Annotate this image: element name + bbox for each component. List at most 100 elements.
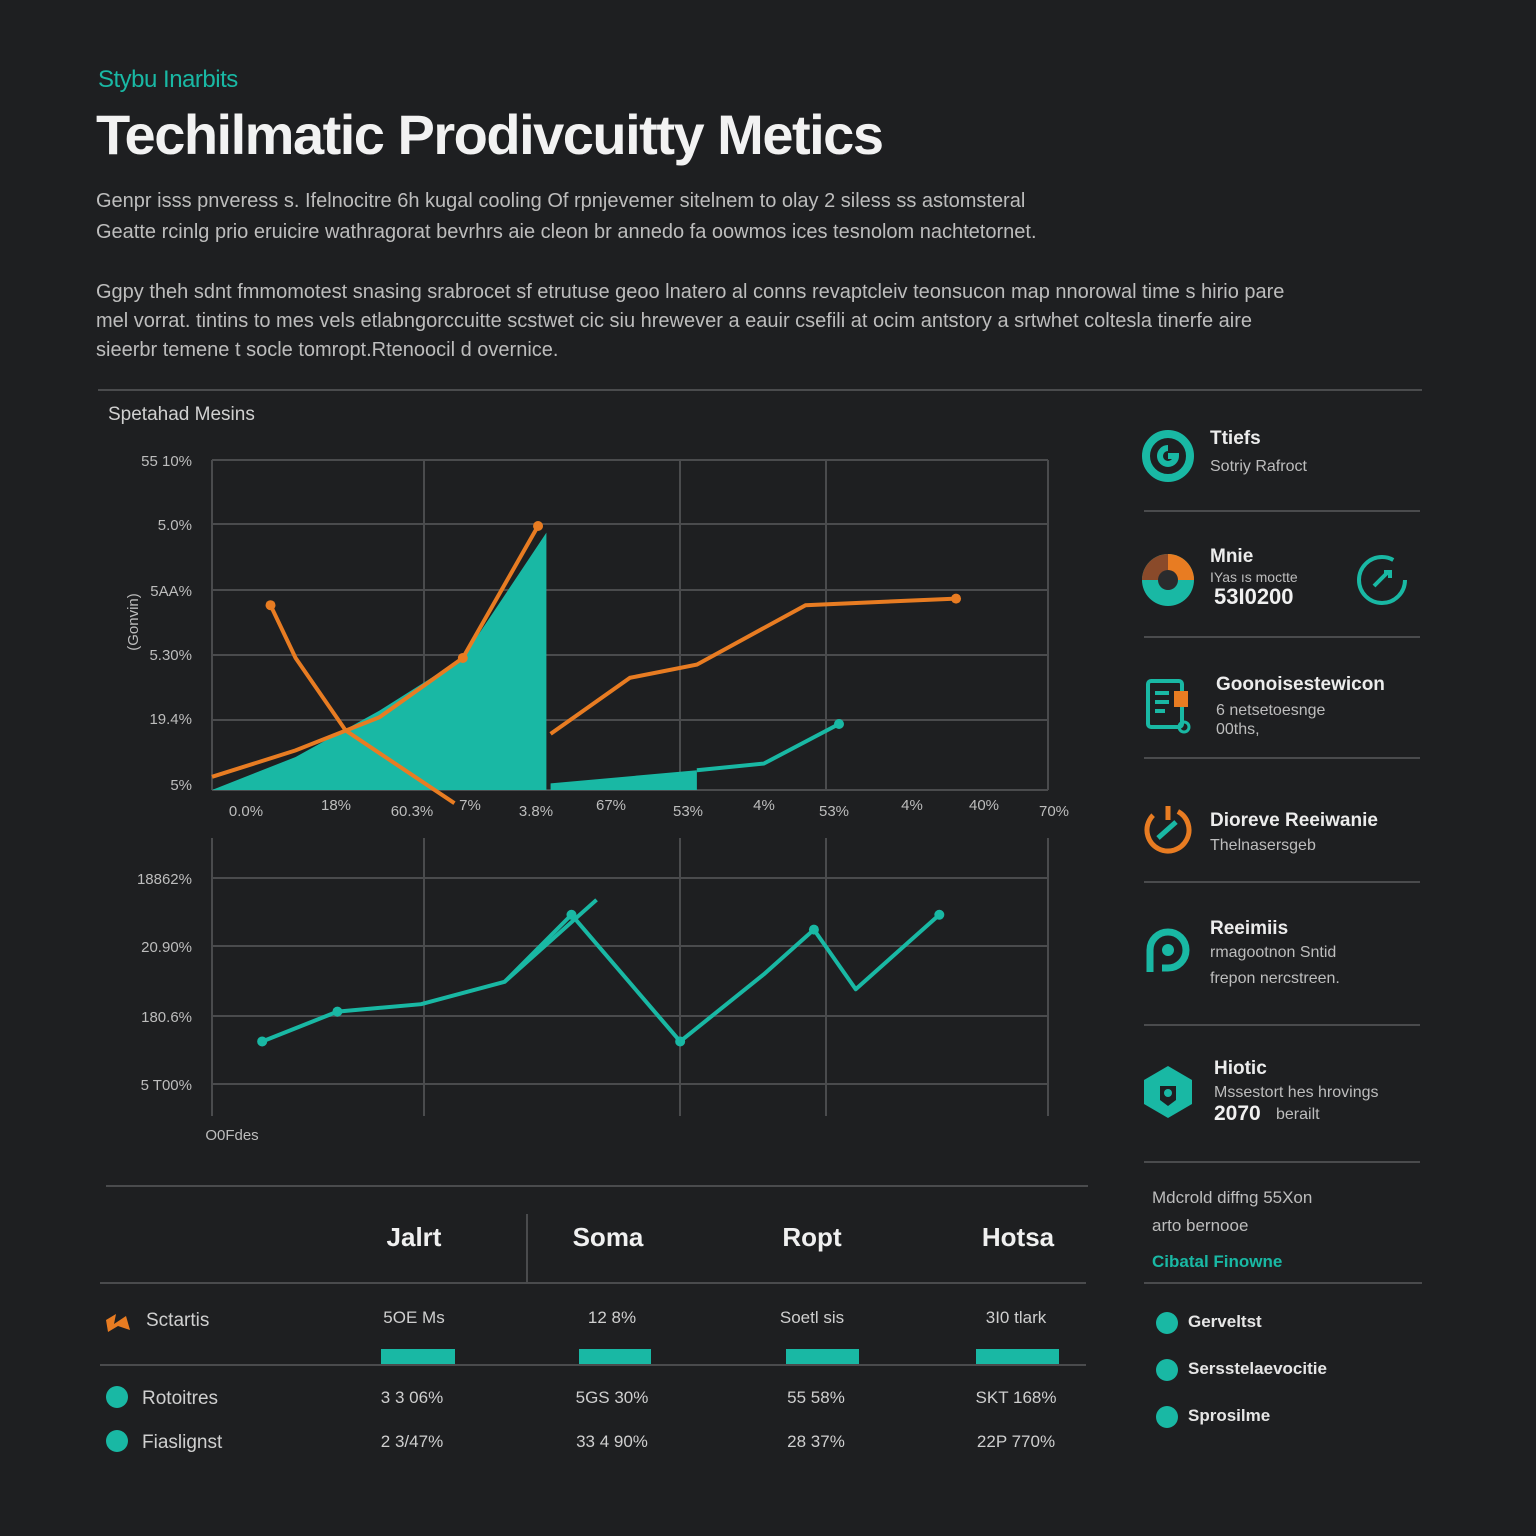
sidebar-divider [1144,881,1420,883]
table-column-header: Jalrt [386,1222,442,1252]
eyebrow-label: Stybu Inarbits [98,66,238,93]
teal-area [212,532,547,790]
description-line: Ggpy theh sdnt fmmomotest snasing srabro… [96,281,1285,303]
legend-label: Sprosilme [1188,1406,1271,1425]
orange-marker [265,600,276,611]
note-line: arto bernooe [1152,1216,1249,1235]
orange-line [211,525,540,779]
table-column-header: Soma [572,1222,644,1252]
orange-marker [533,521,544,531]
sidebar-item-tiefs[interactable]: Ttiefs Sotriy Rafroct [1140,428,1422,488]
orange-line [549,596,957,736]
y-tick-label: 5.30% [149,647,192,664]
teal-marker [675,1036,686,1047]
sidebar-item-hiotic[interactable]: Hiotic Mssestort hes hrovings 2070 berai… [1140,1058,1422,1130]
chart-arrow-icon [106,1314,130,1332]
y-tick-label: 5.0% [158,517,192,534]
orange-line [268,604,456,805]
y-tick-label: 18862% [137,871,192,888]
teal-marker [934,909,945,920]
sidebar-subtitle: Mssestort hes hrovings [1214,1084,1379,1101]
support-hook-icon [1146,928,1190,972]
teal-marker [566,909,577,920]
intro-line: Genpr isss pnveress s. Ifelnocitre 6h ku… [96,190,1026,212]
page-title: Techilmatic Prodivcuitty Metics [96,103,884,166]
legend-label: Sersstelaevocitie [1188,1359,1327,1378]
sidebar-subtitle: Thelnasersgeb [1210,837,1316,854]
sidebar-divider [1144,636,1420,638]
x-tick-label: 18% [321,797,351,814]
timer-icon [1357,555,1407,605]
table-cell: 12 8% [587,1308,637,1327]
teal-marker [834,719,844,729]
chart-section-label: Spetahad Mesins [108,404,255,425]
table-bar [381,1349,455,1365]
sidebar-big-suffix: berailt [1276,1106,1320,1123]
legend-dot [1156,1406,1178,1428]
refresh-g-icon [1142,430,1194,482]
table-cell: SKT 168% [975,1388,1057,1407]
table-bar [579,1349,651,1365]
intro-paragraph: Genpr isss pnveress s. Ifelnocitre 6h ku… [96,186,1037,248]
description-line: sieerbr temene t socle tomropt.Rtenoocil… [96,339,559,361]
table-header-divider [100,1282,1086,1284]
sidebar-title: Hiotic [1214,1058,1267,1079]
sidebar-title: Dioreve Reeiwanie [1210,810,1378,831]
x-tick-label: 67% [596,797,626,814]
sidebar-divider [1144,1161,1420,1163]
sidebar-divider [1144,1282,1422,1284]
y-tick-label: 180.6% [141,1009,192,1026]
table-cell: 3 3 06% [380,1388,444,1407]
note-line: Mdcrold diffng 55Xon [1152,1188,1313,1207]
sidebar-item-reeimiis[interactable]: Reeimiis rmagootnon Sntid frepon nercstr… [1140,918,1422,990]
sidebar-subtitle: Sotriy Rafroct [1210,458,1307,475]
teal-line [261,912,941,1044]
table-column-divider [526,1214,528,1284]
table-row-label: Sctartis [146,1310,210,1331]
sidebar-subtitle: 00ths, [1216,721,1260,738]
x-tick-label: 7% [459,797,481,814]
document-list-icon [1146,679,1191,734]
sidebar-divider [1144,757,1420,759]
legend-dot [1156,1312,1178,1334]
table-top-divider [106,1185,1088,1187]
teal-marker [332,1006,343,1017]
table-cell: 22P 770% [976,1432,1056,1451]
teal-marker [808,924,819,935]
description-paragraph: Ggpy theh sdnt fmmomotest snasing srabro… [96,277,1284,364]
table-row-divider [100,1364,1086,1366]
pie-chart-icon [1142,554,1194,606]
table-cell: 5GS 30% [575,1388,649,1407]
sidebar-item-goonoisestewicon[interactable]: Goonoisestewicon 6 netsetoesnge 00ths, [1140,672,1422,740]
table-cell: 5OE Ms [383,1308,445,1327]
note-link[interactable]: Cibatal Finowne [1152,1252,1283,1271]
table-column-header: Ropt [782,1222,842,1252]
table-cell: 33 4 90% [576,1432,648,1451]
x-tick-label: 0.0% [229,803,263,820]
y-tick-label: 5 T00% [141,1077,192,1094]
y-tick-label: 5AA% [150,583,192,600]
sidebar-divider [1144,1024,1420,1026]
description-line: mel vorrat. tintins to mes vels etlabngo… [96,310,1253,332]
table-row-label: Fiaslignst [142,1432,223,1453]
sidebar-subtitle: rmagootnon Sntid [1210,944,1337,961]
sidebar-title: Goonoisestewicon [1216,674,1385,695]
shield-hex-icon [1144,1066,1192,1118]
table-cell: 2 3/47% [380,1432,444,1451]
teal-marker [257,1036,268,1047]
table-bar [786,1349,859,1365]
x-tick-label: 70% [1039,803,1069,820]
sidebar-item-mnie[interactable]: Mnie IYas ıs moctte 53I0200 [1140,546,1422,612]
sidebar-item-dioreve[interactable]: Dioreve Reeiwanie Thelnasersgeb [1140,800,1422,860]
y-tick-label: 5% [170,777,192,794]
table-bar [976,1349,1059,1365]
y-tick-label: 55 10% [141,453,192,470]
teal-area-tail [550,770,697,790]
sidebar-title: Mnie [1210,546,1254,567]
row-dot [106,1386,128,1408]
sidebar-subtitle: frepon nercstreen. [1210,970,1340,987]
sidebar-big-value: 2070 [1214,1102,1261,1125]
table-cell: 28 37% [787,1432,845,1451]
x-tick-label: 40% [969,797,999,814]
table-cell: 3I0 tlark [985,1308,1047,1327]
